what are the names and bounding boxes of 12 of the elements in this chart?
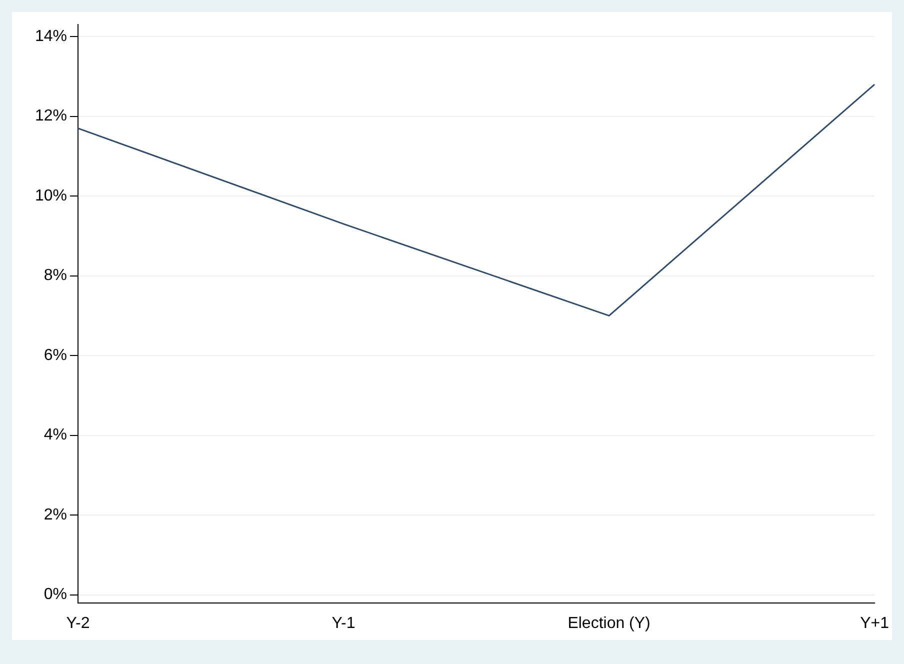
- y-tick-label: 6%: [44, 346, 68, 364]
- x-tick-label: Y-1: [332, 614, 356, 632]
- y-tick-label: 0%: [44, 586, 68, 604]
- x-tick-label: Y+1: [860, 614, 890, 632]
- y-tick-label: 12%: [34, 108, 68, 125]
- y-tick-label: 2%: [44, 506, 68, 524]
- x-tick-label: Y-2: [66, 614, 90, 632]
- x-tick-label: Election (Y): [568, 614, 650, 632]
- y-tick-label: 14%: [34, 28, 68, 45]
- y-tick-label: 4%: [44, 426, 68, 444]
- y-tick-label: 10%: [34, 187, 68, 204]
- y-tick-label: 8%: [44, 267, 68, 284]
